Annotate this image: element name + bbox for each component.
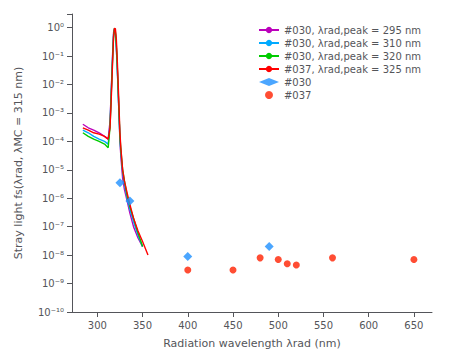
svg-text:10⁻¹⁰: 10⁻¹⁰ xyxy=(38,307,64,318)
svg-text:550: 550 xyxy=(314,320,333,331)
svg-text:300: 300 xyxy=(88,320,107,331)
svg-text:10⁻³: 10⁻³ xyxy=(42,107,64,118)
svg-text:Radiation wavelength λrad (nm): Radiation wavelength λrad (nm) xyxy=(163,337,341,350)
svg-text:650: 650 xyxy=(404,320,423,331)
svg-text:450: 450 xyxy=(223,320,242,331)
svg-text:#037: #037 xyxy=(284,90,311,101)
svg-text:10⁻⁸: 10⁻⁸ xyxy=(42,250,64,261)
svg-text:500: 500 xyxy=(269,320,288,331)
svg-text:#030: #030 xyxy=(284,77,311,88)
svg-text:10⁻²: 10⁻² xyxy=(42,79,64,90)
svg-text:600: 600 xyxy=(359,320,378,331)
svg-text:#030, λrad,peak = 310 nm: #030, λrad,peak = 310 nm xyxy=(284,38,421,49)
svg-text:10⁻¹: 10⁻¹ xyxy=(42,51,64,62)
svg-text:10⁻⁵: 10⁻⁵ xyxy=(42,164,64,175)
svg-text:#030, λrad,peak = 320 nm: #030, λrad,peak = 320 nm xyxy=(284,51,421,62)
svg-text:10⁻⁹: 10⁻⁹ xyxy=(42,278,64,289)
svg-text:400: 400 xyxy=(178,320,197,331)
svg-text:Stray light fs(λrad, λMC = 315: Stray light fs(λrad, λMC = 315 nm) xyxy=(12,67,25,259)
svg-text:10⁻⁶: 10⁻⁶ xyxy=(42,193,64,204)
svg-text:10⁰: 10⁰ xyxy=(47,22,64,33)
svg-text:350: 350 xyxy=(133,320,152,331)
svg-text:#030, λrad,peak = 295 nm: #030, λrad,peak = 295 nm xyxy=(284,25,421,36)
svg-text:10⁻⁴: 10⁻⁴ xyxy=(42,136,64,147)
svg-text:#037, λrad,peak = 325 nm: #037, λrad,peak = 325 nm xyxy=(284,64,421,75)
svg-text:10⁻⁷: 10⁻⁷ xyxy=(42,221,64,232)
